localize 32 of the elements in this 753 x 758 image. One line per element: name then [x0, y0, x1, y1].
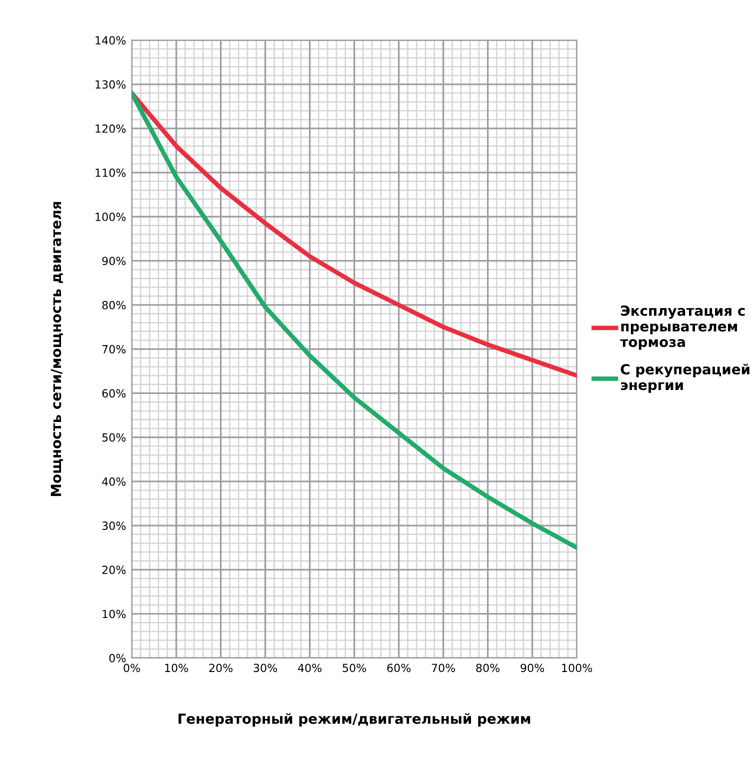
- x-tick-label: 0%: [124, 664, 140, 672]
- x-tick-label: 30%: [254, 664, 278, 672]
- y-tick-label: 80%: [102, 300, 126, 310]
- x-tick-label: 70%: [432, 664, 456, 672]
- y-tick-label: 50%: [102, 433, 126, 442]
- y-tick-label: 60%: [102, 389, 126, 398]
- y-tick-label: 120%: [96, 124, 126, 133]
- x-tick-label: 50%: [342, 664, 366, 672]
- y-tick-label: 90%: [102, 256, 126, 266]
- y-tick-label: 0%: [109, 654, 126, 662]
- y-tick-label: 70%: [102, 345, 126, 354]
- legend-label: С рекуперацией энергии: [620, 364, 750, 393]
- x-tick-label: 80%: [476, 664, 500, 672]
- line-series: [132, 90, 577, 550]
- x-tick-label: 90%: [520, 664, 544, 672]
- y-tick-label: 20%: [102, 566, 126, 574]
- x-tick-label: 20%: [209, 664, 233, 672]
- y-axis-title: Мощность сети/мощность двигателя: [50, 202, 63, 496]
- line-series: [132, 90, 577, 378]
- x-tick-label: 10%: [165, 664, 188, 672]
- y-tick-label: 40%: [102, 477, 126, 486]
- y-tick-label: 140%: [96, 36, 126, 45]
- x-tick-label: 40%: [298, 664, 322, 672]
- x-tick-label: 60%: [387, 664, 411, 672]
- y-tick-label: 30%: [102, 522, 126, 530]
- y-tick-label: 130%: [96, 80, 126, 89]
- x-axis-title: Генераторный режим/двигательный режим: [178, 713, 530, 727]
- legend-label: Эксплуатация с прерывателем тормоза: [620, 305, 745, 350]
- y-tick-label: 110%: [96, 168, 126, 177]
- y-tick-label: 100%: [96, 212, 126, 222]
- y-tick-label: 10%: [102, 610, 126, 618]
- x-tick-label: 100%: [562, 664, 592, 672]
